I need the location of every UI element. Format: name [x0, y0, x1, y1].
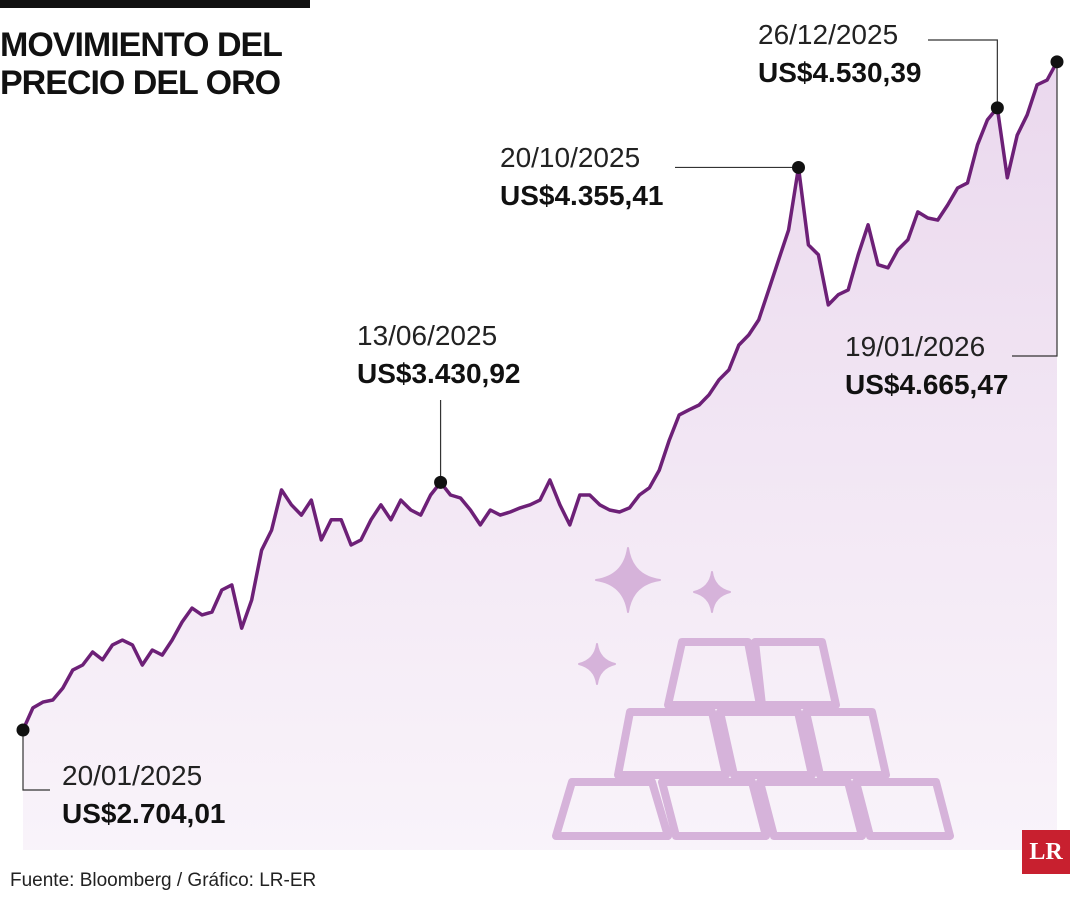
annotation-date: 26/12/2025 — [758, 19, 898, 50]
annotation-dot — [990, 101, 1004, 115]
annotation-value: US$2.704,01 — [62, 798, 225, 829]
line — [21, 60, 1059, 731]
annotation-dot — [434, 475, 448, 489]
area — [23, 61, 1057, 851]
top-bar — [0, 0, 310, 8]
logo: LR — [1022, 830, 1070, 874]
leader-line — [22, 730, 50, 791]
annotation-date: 20/10/2025 — [500, 142, 640, 173]
annotation-value: US$3.430,92 — [357, 358, 520, 389]
gold-icon — [552, 547, 954, 840]
leader-line — [1012, 61, 1058, 357]
annotation-dot — [1050, 55, 1064, 69]
annotation-dot — [16, 723, 30, 737]
chart-title: MOVIMIENTO DEL PRECIO DEL ORO — [0, 26, 282, 102]
source: Fuente: Bloomberg / Gráfico: LR-ER — [10, 870, 317, 891]
annotation-date: 19/01/2026 — [845, 331, 985, 362]
annotation-value: US$4.665,47 — [845, 369, 1008, 400]
leader-line — [928, 39, 998, 108]
annotation-date: 13/06/2025 — [357, 320, 497, 351]
annotation-value: US$4.530,39 — [758, 57, 921, 88]
annotation-dot — [792, 160, 805, 174]
annotation-date: 20/01/2025 — [62, 760, 202, 791]
annotation-value: US$4.355,41 — [500, 180, 663, 211]
